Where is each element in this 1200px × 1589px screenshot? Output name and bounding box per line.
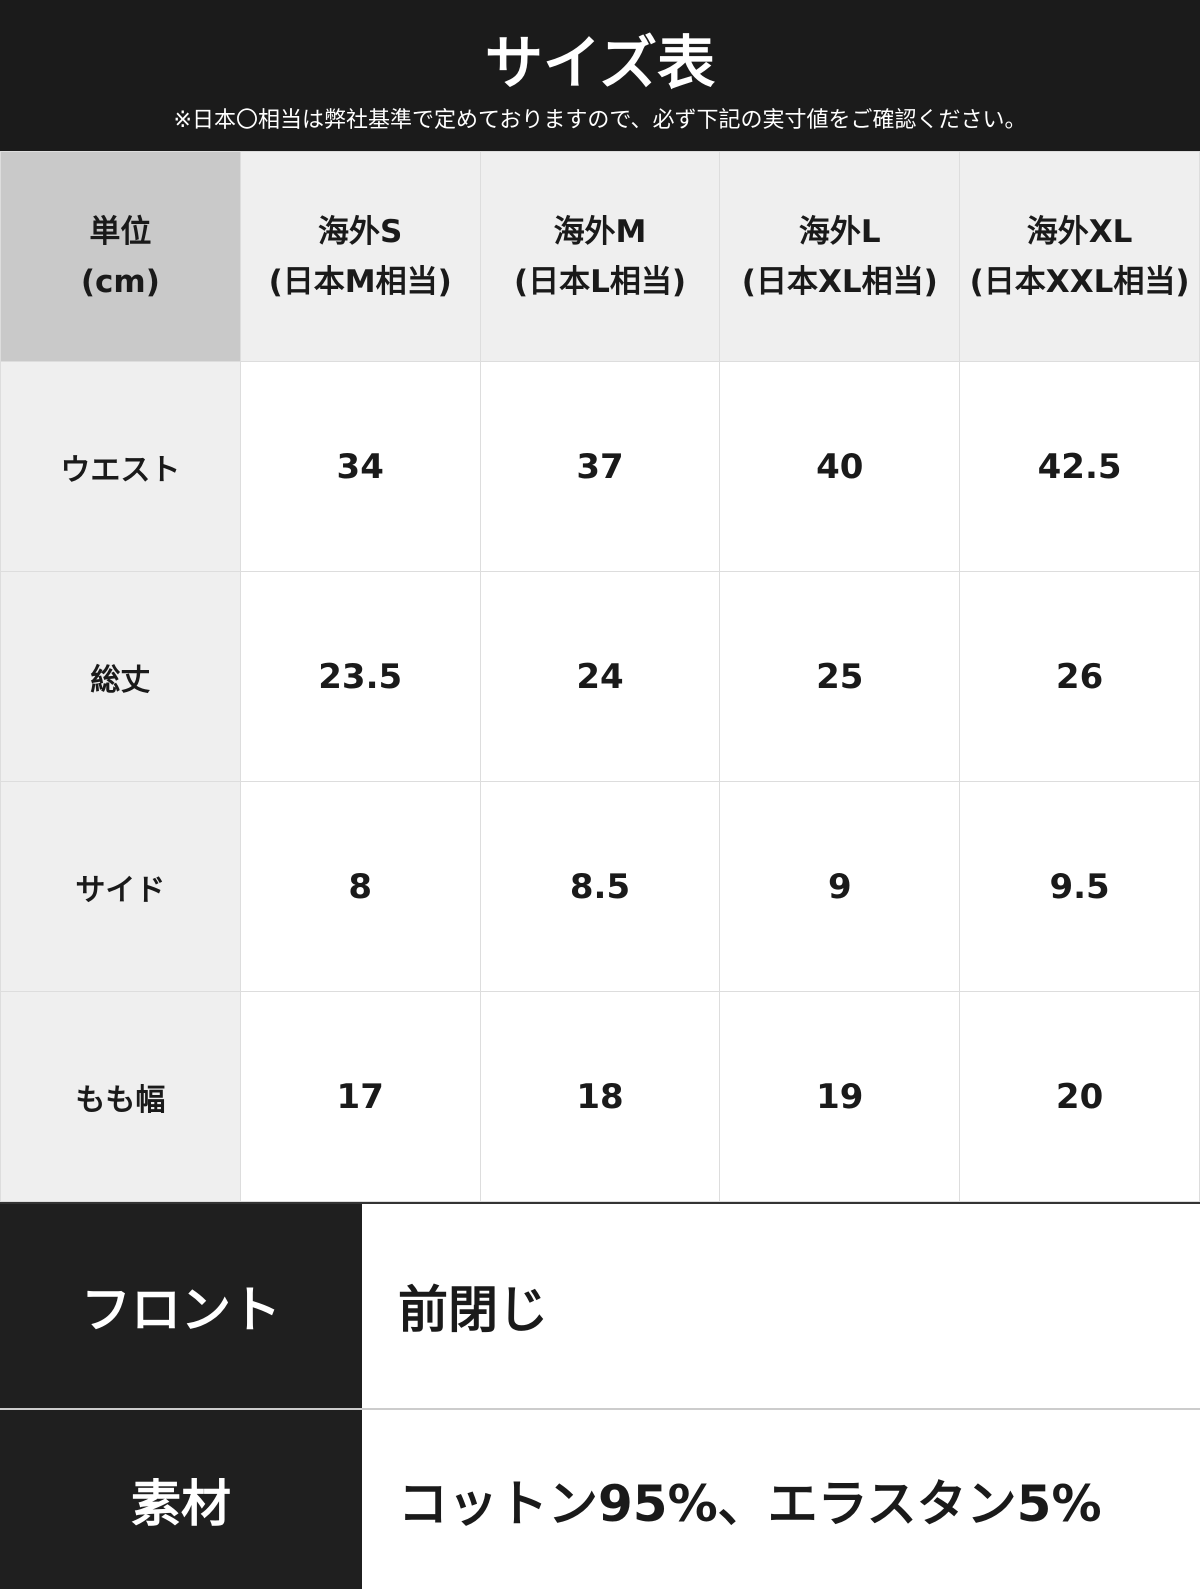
- size-name: 海外L: [798, 213, 881, 250]
- unit-value: (cm): [80, 263, 160, 300]
- column-header: 海外L (日本XL相当): [719, 151, 961, 362]
- size-name: 海外M: [553, 213, 647, 250]
- table-cell: 17: [239, 991, 481, 1202]
- table-cell: 26: [959, 571, 1200, 782]
- table-cell: 42.5: [959, 361, 1200, 572]
- table-row: 総丈 23.5 24 25 26: [0, 571, 1200, 782]
- table-cell: 24: [479, 571, 721, 782]
- table-row: サイド 8 8.5 9 9.5: [0, 781, 1200, 992]
- table-row: ウエスト 34 37 40 42.5: [0, 361, 1200, 572]
- spec-row-front: フロント 前閉じ: [0, 1202, 1200, 1408]
- table-cell: 37: [479, 361, 721, 572]
- spec-value: 前閉じ: [398, 1281, 548, 1339]
- table-cell: 23.5: [239, 571, 481, 782]
- size-note: ※日本〇相当は弊社基準で定めておりますので、必ず下記の実寸値をご確認ください。: [173, 108, 1027, 133]
- row-label: ウエスト: [0, 361, 241, 572]
- table-cell: 8.5: [479, 781, 721, 992]
- table-header-row: 単位 (cm) 海外S (日本M相当) 海外M (日本L相当) 海外L (日本XL相当)…: [0, 151, 1200, 362]
- table-cell: 8: [239, 781, 481, 992]
- spec-row-material: 素材 コットン95%、エラスタン5%: [0, 1408, 1200, 1589]
- column-header: 海外M (日本L相当): [479, 151, 721, 362]
- row-label: もも幅: [0, 991, 241, 1202]
- size-name: 海外S: [318, 213, 403, 250]
- table-cell: 9: [719, 781, 961, 992]
- size-equivalent: (日本XXL相当): [969, 263, 1190, 300]
- size-table: 単位 (cm) 海外S (日本M相当) 海外M (日本L相当) 海外L (日本XL相当)…: [0, 151, 1200, 1202]
- unit-header-cell: 単位 (cm): [0, 151, 241, 362]
- spec-label: 素材: [0, 1410, 362, 1589]
- size-equivalent: (日本XL相当): [741, 263, 938, 300]
- table-cell: 18: [479, 991, 721, 1202]
- page-title: サイズ表: [484, 29, 716, 97]
- unit-label: 単位: [89, 213, 152, 250]
- spec-value: コットン95%、エラスタン5%: [398, 1474, 1102, 1533]
- size-equivalent: (日本M相当): [268, 263, 452, 300]
- column-header: 海外XL (日本XXL相当): [959, 151, 1200, 362]
- table-cell: 20: [959, 991, 1200, 1202]
- row-label: 総丈: [0, 571, 241, 782]
- table-cell: 19: [719, 991, 961, 1202]
- title-banner: サイズ表 ※日本〇相当は弊社基準で定めておりますので、必ず下記の実寸値をご確認く…: [0, 0, 1200, 151]
- table-cell: 40: [719, 361, 961, 572]
- table-row: もも幅 17 18 19 20: [0, 991, 1200, 1202]
- table-cell: 25: [719, 571, 961, 782]
- size-name: 海外XL: [1026, 213, 1133, 250]
- size-equivalent: (日本L相当): [513, 263, 687, 300]
- table-cell: 34: [239, 361, 481, 572]
- row-label: サイド: [0, 781, 241, 992]
- column-header: 海外S (日本M相当): [239, 151, 481, 362]
- spec-label: フロント: [0, 1204, 362, 1408]
- table-cell: 9.5: [959, 781, 1200, 992]
